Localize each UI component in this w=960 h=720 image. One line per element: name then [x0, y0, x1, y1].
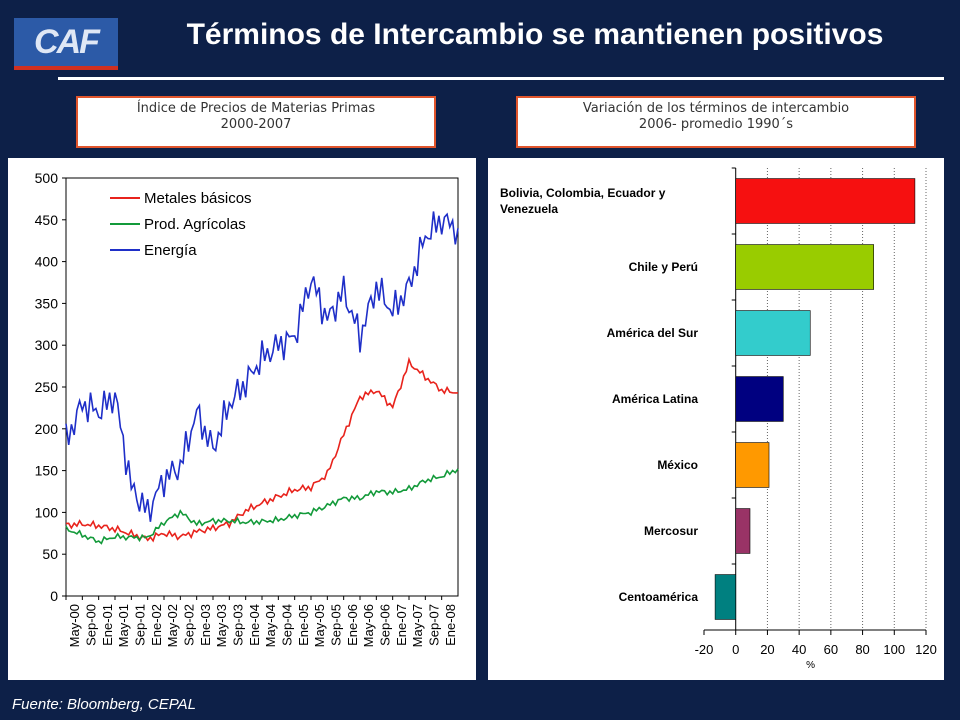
left-caption: Índice de Precios de Materias Primas 200… [76, 96, 436, 148]
x-tick-label: Ene-03 [198, 604, 213, 646]
right-caption-line2: 2006- promedio 1990´s [638, 117, 794, 132]
page-title: Términos de Intercambio se mantienen pos… [186, 18, 884, 51]
x-tick-label: May-00 [67, 604, 82, 647]
line-chart-panel: 0 50 100 150 200 250 300 350 400 450 500 May-00 Sep-… [8, 158, 476, 680]
category-label: América del Sur [607, 326, 699, 340]
x-tick-label: Ene-05 [296, 604, 311, 646]
y-tick-label: 400 [35, 254, 59, 270]
y-tick-label: 350 [35, 295, 59, 311]
category-label: Centoamérica [619, 590, 699, 604]
x-tick-label: Sep-00 [84, 604, 99, 646]
right-caption: Variación de los términos de intercambio… [516, 96, 916, 148]
y-tick-label: 200 [35, 421, 59, 437]
category-label: América Latina [612, 392, 698, 406]
legend-label: Energía [144, 242, 197, 259]
bar [735, 376, 784, 422]
x-tick-label: Sep-04 [280, 604, 295, 646]
left-caption-line2: 2000-2007 [220, 117, 292, 132]
x-tick-label: Sep-03 [231, 604, 246, 646]
x-tick-label: 0 [732, 642, 739, 657]
x-tick-label: 80 [855, 642, 869, 657]
bar [735, 244, 874, 290]
y-tick-label: 450 [35, 212, 59, 228]
x-tick-label: Ene-07 [394, 604, 409, 646]
caf-logo: CAF [14, 18, 118, 70]
y-tick-label: 50 [42, 546, 58, 562]
x-tick-label: 60 [824, 642, 838, 657]
bar [735, 442, 770, 488]
x-tick-label: 40 [792, 642, 806, 657]
x-tick-label: May-02 [165, 604, 180, 647]
category-label: Bolivia, Colombia, Ecuador y Venezuela [500, 186, 666, 216]
legend-label: Prod. Agrícolas [144, 216, 246, 233]
bar-chart-panel: -20 0 20 40 60 80 100 120% Bolivia, Colombia, Ec… [488, 158, 944, 680]
right-caption-line1: Variación de los términos de intercambio [582, 101, 850, 116]
source-note: Fuente: Bloomberg, CEPAL [12, 696, 196, 713]
x-tick-label: Ene-04 [247, 604, 262, 646]
bar [714, 574, 737, 620]
title-divider [58, 77, 944, 80]
category-label-line: Venezuela [500, 202, 558, 216]
x-tick-label: May-03 [214, 604, 229, 647]
category-label-line: Bolivia, Colombia, Ecuador y [500, 186, 666, 200]
x-tick-label: Ene-02 [149, 604, 164, 646]
plot-area [65, 177, 459, 597]
x-tick-label: May-06 [361, 604, 376, 647]
x-tick-label: 100 [883, 642, 905, 657]
y-tick-label: 100 [35, 504, 59, 520]
x-tick-label: Sep-07 [427, 604, 442, 646]
bar [735, 508, 751, 554]
x-tick-label: Ene-08 [443, 604, 458, 646]
x-tick-label: May-04 [263, 604, 278, 647]
x-tick-label: May-07 [410, 604, 425, 647]
left-caption-line1: Índice de Precios de Materias Primas [136, 101, 376, 116]
series-line-3 [65, 211, 459, 522]
y-tick-label: 250 [35, 379, 59, 395]
x-tick-label: -20 [695, 642, 714, 657]
category-label: México [657, 458, 698, 472]
x-tick-label: Ene-06 [345, 604, 360, 646]
legend-label: Metales básicos [144, 190, 252, 207]
series-line-1 [65, 356, 458, 543]
bar [735, 310, 811, 356]
x-tick-label: Sep-05 [329, 604, 344, 646]
series-line-2 [65, 468, 459, 545]
x-tick-label: Sep-02 [182, 604, 197, 646]
category-label: Mercosur [644, 524, 698, 538]
x-tick-label: Sep-06 [378, 604, 393, 646]
bar [735, 178, 916, 224]
y-tick-label: 500 [35, 170, 59, 186]
x-tick-label: May-05 [312, 604, 327, 647]
y-tick-label: 150 [35, 463, 59, 479]
y-tick-label: 300 [35, 337, 59, 353]
x-axis-label: % [806, 660, 815, 671]
x-tick-label: 20 [760, 642, 774, 657]
x-tick-label: Ene-01 [100, 604, 115, 646]
x-tick-label: May-01 [116, 604, 131, 647]
x-tick-label: 120 [915, 642, 937, 657]
y-tick-label: 0 [50, 588, 58, 604]
x-tick-label: Sep-01 [133, 604, 148, 646]
category-label: Chile y Perú [629, 260, 698, 274]
bar-chart: -20 0 20 40 60 80 100 120% Bolivia, Colombia, Ec… [500, 167, 937, 671]
